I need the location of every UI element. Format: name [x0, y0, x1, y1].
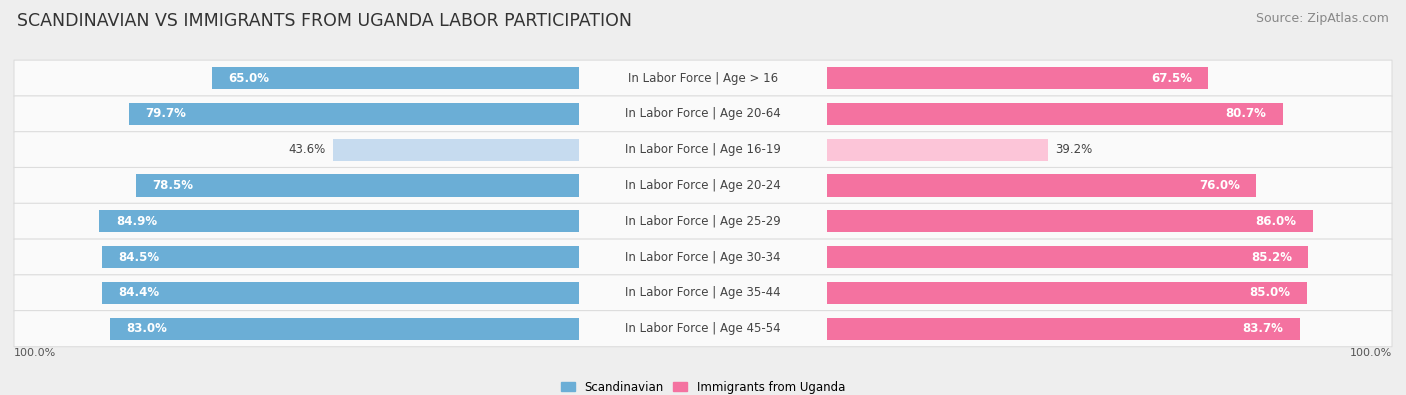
FancyBboxPatch shape: [14, 275, 1392, 311]
Text: 83.0%: 83.0%: [127, 322, 167, 335]
FancyBboxPatch shape: [14, 239, 1392, 275]
FancyBboxPatch shape: [14, 60, 1392, 96]
Text: In Labor Force | Age 20-64: In Labor Force | Age 20-64: [626, 107, 780, 120]
Text: 84.9%: 84.9%: [115, 215, 157, 228]
Text: In Labor Force | Age > 16: In Labor Force | Age > 16: [628, 71, 778, 85]
Bar: [212, 67, 579, 89]
Bar: [101, 246, 579, 268]
Text: SCANDINAVIAN VS IMMIGRANTS FROM UGANDA LABOR PARTICIPATION: SCANDINAVIAN VS IMMIGRANTS FROM UGANDA L…: [17, 12, 631, 30]
Text: 83.7%: 83.7%: [1243, 322, 1284, 335]
Text: 67.5%: 67.5%: [1150, 71, 1192, 85]
Text: In Labor Force | Age 35-44: In Labor Force | Age 35-44: [626, 286, 780, 299]
Bar: [100, 210, 579, 232]
Text: 80.7%: 80.7%: [1226, 107, 1267, 120]
Bar: [827, 282, 1308, 304]
Bar: [827, 210, 1313, 232]
Text: In Labor Force | Age 16-19: In Labor Force | Age 16-19: [626, 143, 780, 156]
FancyBboxPatch shape: [14, 96, 1392, 132]
Text: Source: ZipAtlas.com: Source: ZipAtlas.com: [1256, 12, 1389, 25]
Bar: [135, 175, 579, 197]
Text: 100.0%: 100.0%: [1350, 348, 1392, 358]
FancyBboxPatch shape: [14, 132, 1392, 168]
Bar: [110, 318, 579, 340]
Bar: [827, 139, 1049, 161]
Text: 76.0%: 76.0%: [1199, 179, 1240, 192]
Text: 100.0%: 100.0%: [14, 348, 56, 358]
Bar: [827, 175, 1257, 197]
Bar: [827, 318, 1301, 340]
Text: 84.5%: 84.5%: [118, 250, 159, 263]
Text: 78.5%: 78.5%: [152, 179, 193, 192]
FancyBboxPatch shape: [14, 167, 1392, 203]
Text: 86.0%: 86.0%: [1256, 215, 1296, 228]
Bar: [103, 282, 579, 304]
Legend: Scandinavian, Immigrants from Uganda: Scandinavian, Immigrants from Uganda: [557, 376, 849, 395]
Text: In Labor Force | Age 30-34: In Labor Force | Age 30-34: [626, 250, 780, 263]
Text: In Labor Force | Age 25-29: In Labor Force | Age 25-29: [626, 215, 780, 228]
Text: 79.7%: 79.7%: [145, 107, 186, 120]
Text: 85.2%: 85.2%: [1251, 250, 1292, 263]
Bar: [827, 103, 1282, 125]
FancyBboxPatch shape: [14, 310, 1392, 347]
Text: 43.6%: 43.6%: [288, 143, 326, 156]
Bar: [333, 139, 579, 161]
Bar: [827, 67, 1208, 89]
Text: 84.4%: 84.4%: [118, 286, 160, 299]
Text: 65.0%: 65.0%: [228, 71, 270, 85]
Bar: [827, 246, 1309, 268]
Text: 39.2%: 39.2%: [1056, 143, 1092, 156]
Text: In Labor Force | Age 20-24: In Labor Force | Age 20-24: [626, 179, 780, 192]
Text: 85.0%: 85.0%: [1250, 286, 1291, 299]
Text: In Labor Force | Age 45-54: In Labor Force | Age 45-54: [626, 322, 780, 335]
FancyBboxPatch shape: [14, 203, 1392, 239]
Bar: [129, 103, 579, 125]
